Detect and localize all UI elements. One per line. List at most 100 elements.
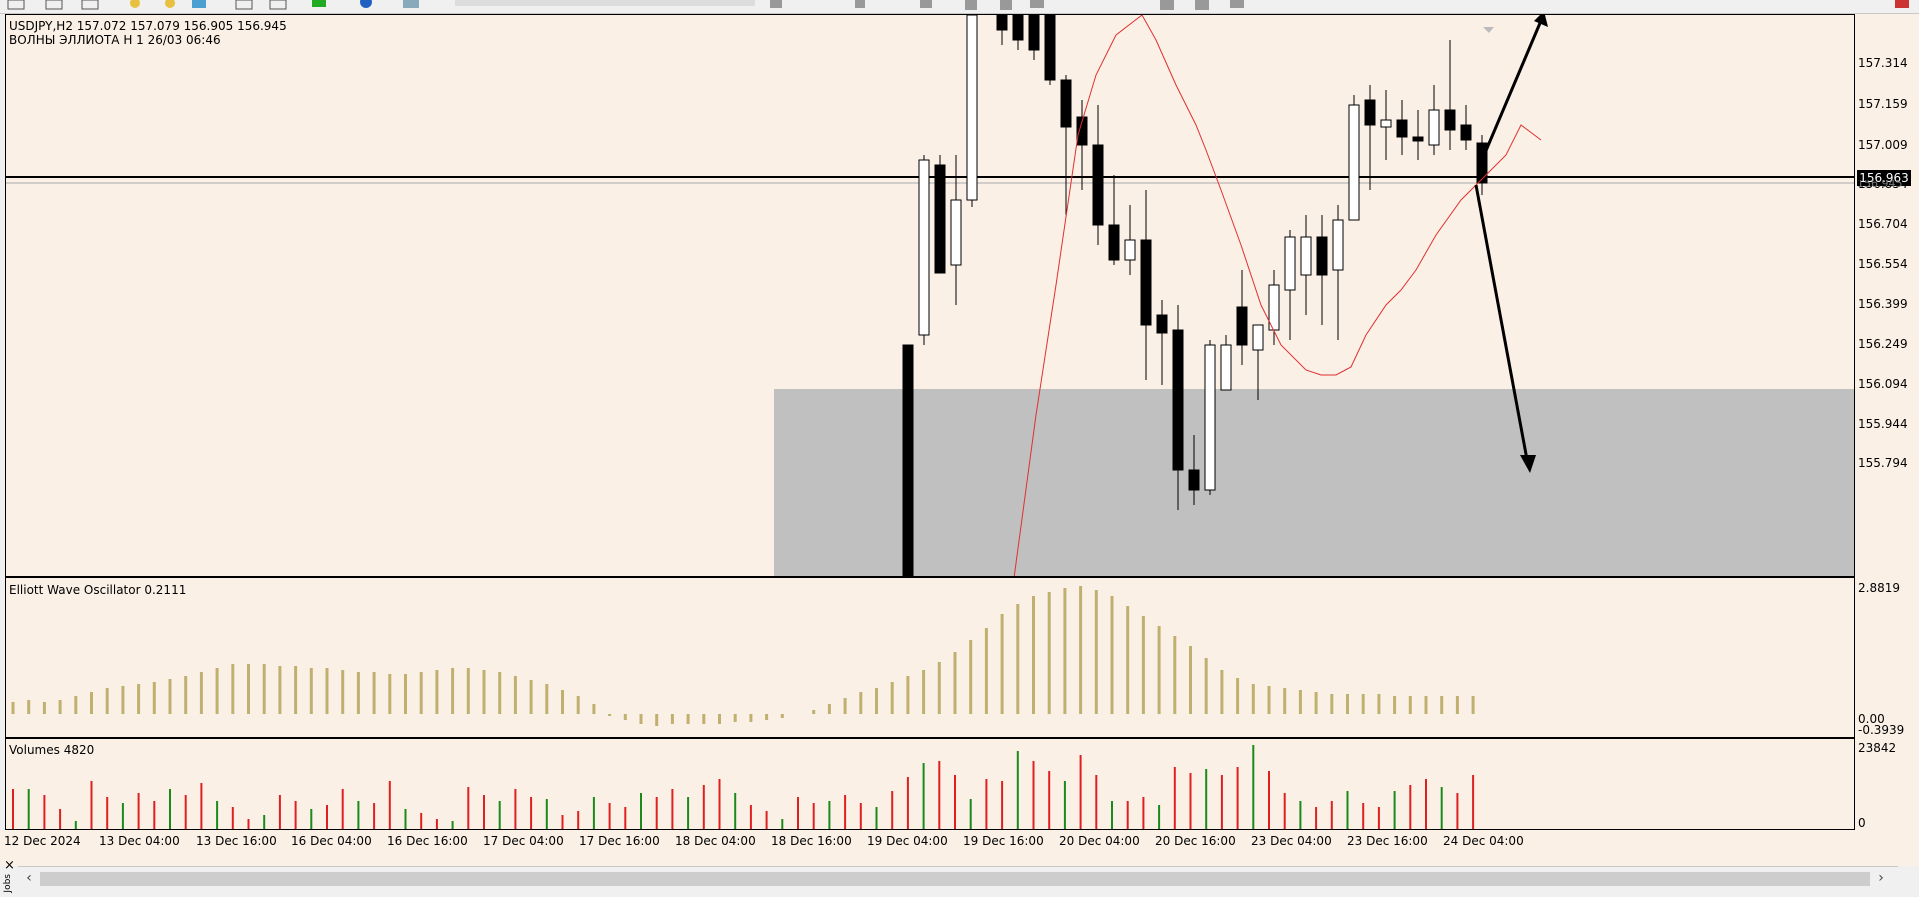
candle-body — [1300, 236, 1312, 276]
candle-body — [1108, 224, 1120, 261]
candle-body — [1044, 15, 1056, 81]
candle-body — [1156, 314, 1168, 334]
candle-body — [1076, 116, 1088, 146]
volumes-axis: 23842 0 — [1855, 738, 1919, 830]
volumes-canvas — [12, 745, 1475, 829]
price-axis-label: 156.554 — [1858, 257, 1908, 271]
candle-body — [1092, 144, 1104, 226]
candle-body — [1444, 109, 1456, 131]
crosshair-icon[interactable] — [770, 0, 782, 8]
channel-tool-icon[interactable] — [45, 0, 63, 10]
oscillator-axis: 2.8819 0.00 -0.3939 — [1855, 577, 1919, 738]
candle-body — [1028, 15, 1040, 51]
moving-average-line — [1013, 15, 1542, 576]
toolbar — [0, 0, 1919, 14]
scroll-thumb[interactable] — [40, 872, 1870, 886]
time-axis-label: 12 Dec 2024 — [4, 834, 81, 848]
candlesticks — [902, 15, 1488, 576]
zoom-in-icon[interactable] — [130, 0, 140, 8]
time-axis-label: 16 Dec 16:00 — [387, 834, 468, 848]
price-axis-label: 157.009 — [1858, 138, 1908, 152]
time-axis-label: 13 Dec 16:00 — [196, 834, 277, 848]
arrow-down-icon[interactable] — [1230, 0, 1244, 8]
candle-body — [1060, 79, 1072, 128]
time-axis-label: 16 Dec 04:00 — [291, 834, 372, 848]
chart-indicator-subtitle: ВОЛНЫ ЭЛЛИОТА H 1 26/03 06:46 — [9, 33, 221, 47]
candle-body — [1252, 324, 1264, 351]
candle-body — [1172, 329, 1184, 471]
candle-body — [1204, 344, 1216, 491]
time-axis-label: 17 Dec 16:00 — [579, 834, 660, 848]
downward-arrowhead — [1520, 455, 1536, 473]
price-axis-label: 157.159 — [1858, 97, 1908, 111]
price-axis-label: 156.094 — [1858, 377, 1908, 391]
fibo-icon[interactable] — [965, 0, 977, 10]
time-axis-label: 17 Dec 04:00 — [483, 834, 564, 848]
text-icon[interactable] — [1000, 0, 1012, 10]
label-icon[interactable] — [1030, 0, 1044, 8]
candle-body — [1124, 239, 1136, 261]
time-axis-label: 19 Dec 04:00 — [867, 834, 948, 848]
price-axis-label: 155.944 — [1858, 417, 1908, 431]
arrow-icon[interactable] — [920, 0, 932, 8]
downward-projection-arrow[interactable] — [1474, 184, 1530, 466]
osc-axis-max: 2.8819 — [1858, 581, 1900, 595]
candle-body — [1284, 236, 1296, 291]
candle-body — [1012, 15, 1024, 41]
price-axis-label: 156.399 — [1858, 297, 1908, 311]
line-tool-icon[interactable] — [7, 0, 25, 10]
time-axis-label: 23 Dec 04:00 — [1251, 834, 1332, 848]
chart-window-icon[interactable] — [403, 0, 419, 8]
candle-body — [950, 199, 962, 266]
time-axis-label: 24 Dec 04:00 — [1443, 834, 1524, 848]
candle-body — [1316, 236, 1328, 276]
vol-axis-zero: 0 — [1858, 816, 1866, 830]
cursor-icon[interactable] — [855, 0, 865, 8]
oscillator-pane[interactable]: Elliott Wave Oscillator 0.2111 — [5, 577, 1855, 738]
candle-body — [1348, 104, 1360, 221]
scroll-left-icon[interactable]: ‹ — [26, 870, 32, 886]
fibo-fan-icon[interactable] — [1160, 0, 1174, 10]
candle-body — [966, 15, 978, 201]
candle-body — [1476, 142, 1488, 184]
zoom-out-icon[interactable] — [165, 0, 175, 8]
andrews-pitchfork-icon[interactable] — [81, 0, 99, 10]
shift-marker — [1483, 27, 1494, 33]
settings-icon[interactable] — [1895, 0, 1909, 8]
close-icon[interactable]: × — [4, 858, 15, 873]
time-axis-label: 20 Dec 16:00 — [1155, 834, 1236, 848]
main-chart-canvas — [6, 15, 1854, 576]
volumes-pane[interactable]: Volumes 4820 — [5, 738, 1855, 830]
green-plus-icon[interactable] — [312, 0, 326, 7]
candle-body — [1236, 306, 1248, 346]
horizontal-scrollbar[interactable]: ‹ › — [18, 866, 1898, 897]
candle-body — [1140, 239, 1152, 326]
fibo-arc-icon[interactable] — [1195, 0, 1209, 10]
navigator-icon[interactable] — [269, 0, 287, 10]
current-price-tag: 156.963 — [1857, 170, 1911, 186]
globe-icon[interactable] — [360, 0, 372, 8]
candle-body — [1188, 469, 1200, 491]
candle-body — [1380, 119, 1392, 128]
scroll-right-icon[interactable]: › — [1878, 870, 1884, 886]
time-axis[interactable]: 12 Dec 2024 13 Dec 04:00 13 Dec 16:00 16 De… — [0, 830, 1919, 852]
candle-body — [934, 164, 946, 274]
volumes-title: Volumes 4820 — [9, 743, 95, 757]
chart-grid-icon[interactable] — [192, 0, 206, 8]
upward-projection-arrow[interactable] — [1480, 15, 1545, 161]
oscillator-canvas — [11, 586, 1475, 726]
price-axis[interactable]: 157.314157.159157.009156.854156.704156.5… — [1855, 14, 1919, 577]
price-axis-label: 156.249 — [1858, 337, 1908, 351]
candle-body — [1396, 119, 1408, 138]
oscillator-title: Elliott Wave Oscillator 0.2111 — [9, 583, 187, 597]
vol-axis-max: 23842 — [1858, 741, 1897, 755]
supply-demand-zone — [774, 389, 1854, 576]
period-sep-icon[interactable] — [235, 0, 253, 10]
timeframes-icon[interactable] — [455, 0, 755, 6]
price-axis-label: 157.314 — [1858, 56, 1908, 70]
time-axis-label: 19 Dec 16:00 — [963, 834, 1044, 848]
osc-axis-zero: 0.00 — [1858, 712, 1885, 726]
time-axis-label: 23 Dec 16:00 — [1347, 834, 1428, 848]
candle-body — [902, 344, 914, 576]
main-chart-pane[interactable]: USDJPY,H2 157.072 157.079 156.905 156.94… — [5, 14, 1855, 577]
